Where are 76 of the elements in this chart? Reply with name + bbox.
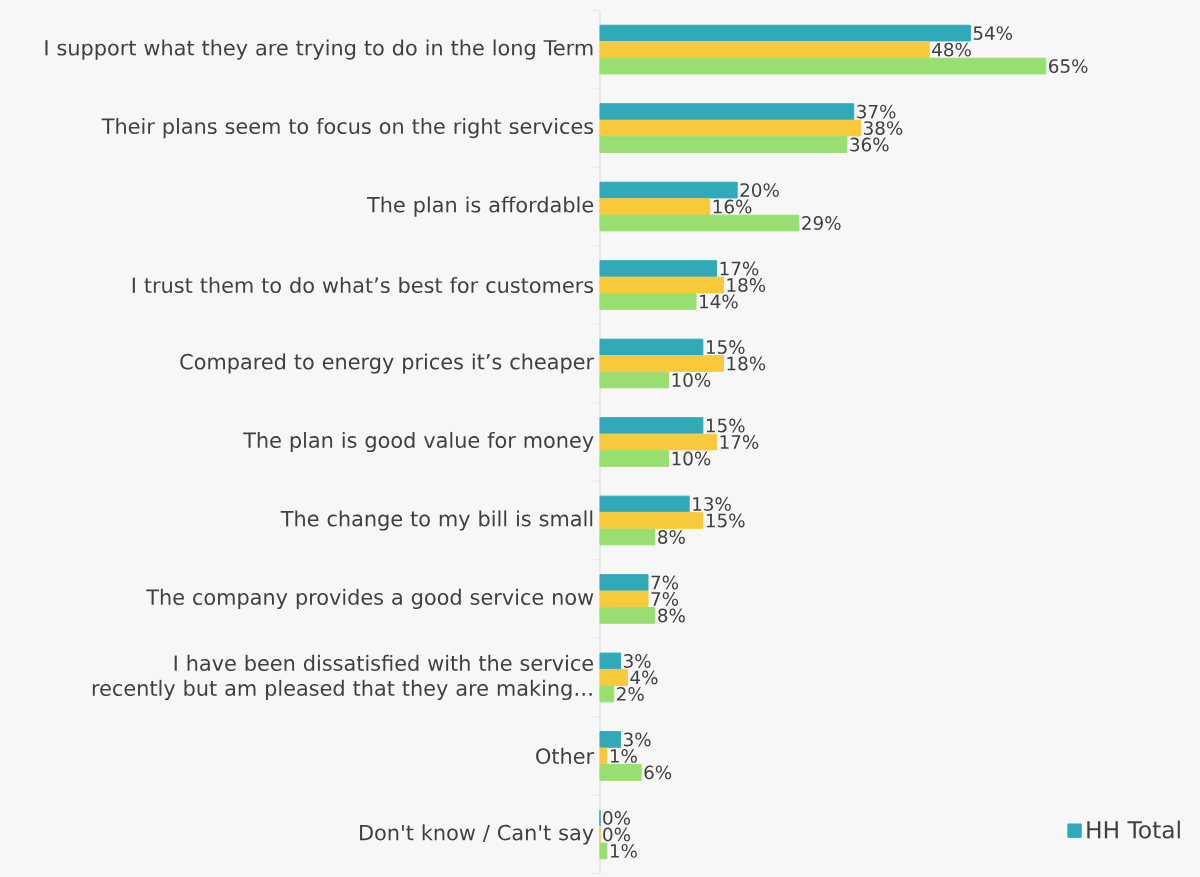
bar <box>599 119 862 137</box>
data-label: 10% <box>672 451 711 466</box>
data-label: 0% <box>603 811 631 825</box>
data-label: 48% <box>932 42 971 57</box>
bar <box>599 731 622 748</box>
bar <box>599 57 1047 75</box>
bar <box>599 198 711 215</box>
bar <box>599 136 848 153</box>
bar <box>599 181 738 199</box>
data-label: 18% <box>727 356 766 371</box>
bar <box>599 685 615 703</box>
bar <box>599 276 724 294</box>
data-label: 0% <box>603 827 631 842</box>
bar <box>599 607 656 624</box>
data-label: 15% <box>706 513 745 528</box>
y-tick-label: Other <box>536 747 595 764</box>
bar <box>599 450 670 467</box>
y-tick-label: I trust them to do what’s best for customers <box>132 276 594 294</box>
y-tick-label: The company provides a good service now <box>146 588 594 610</box>
y-tick-label: The change to my bill is small <box>280 510 593 531</box>
bar <box>599 495 690 513</box>
data-label: 20% <box>740 183 779 197</box>
data-label: 13% <box>693 497 731 511</box>
y-tick-label: I have been dissatisfied with the service recently but am pleased that they are making… <box>92 654 594 701</box>
data-label: 2% <box>617 687 644 701</box>
legend-label: HH Total <box>1087 820 1180 839</box>
data-label: 1% <box>610 843 637 858</box>
data-label: 17% <box>720 261 759 276</box>
bar <box>599 512 704 529</box>
y-tick-label: Compared to energy prices it’s cheaper <box>180 353 595 374</box>
data-label: 4% <box>630 670 658 685</box>
bar <box>599 355 724 372</box>
bar <box>599 24 971 42</box>
data-label: 10% <box>672 373 711 387</box>
data-label: 37% <box>857 104 896 119</box>
data-label: 54% <box>973 26 1013 41</box>
bar <box>599 669 628 686</box>
data-label: 29% <box>802 216 841 230</box>
y-tick-label: The plan is affordable <box>366 196 594 217</box>
data-label: 15% <box>706 340 745 354</box>
y-tick-label: Don't know / Can't say <box>360 824 594 845</box>
bar <box>599 41 930 58</box>
data-label: 65% <box>1049 59 1088 73</box>
y-tick-label: The plan is good value for money <box>243 431 594 453</box>
data-label: 16% <box>713 199 752 214</box>
bar <box>599 747 608 765</box>
bar <box>599 842 608 860</box>
data-label: 36% <box>850 137 889 152</box>
data-label: 1% <box>610 749 637 763</box>
data-label: 18% <box>727 278 766 292</box>
bar <box>599 652 622 670</box>
bar <box>599 433 718 451</box>
y-tick-label: Their plans seem to focus on the right services <box>101 117 594 139</box>
bar <box>599 590 649 608</box>
data-label: 7% <box>651 575 679 590</box>
data-label: 15% <box>706 418 745 433</box>
bar <box>599 260 718 277</box>
bar <box>599 103 855 120</box>
data-label: 3% <box>623 654 651 668</box>
data-label: 38% <box>863 121 903 135</box>
data-label: 17% <box>720 435 759 449</box>
bar <box>599 214 800 232</box>
bar <box>599 574 649 591</box>
y-tick-label: I support what they are trying to do in the long Term <box>45 39 593 60</box>
bar <box>599 764 642 781</box>
data-label: 8% <box>658 530 685 544</box>
data-label: 8% <box>658 608 685 623</box>
data-label: 3% <box>623 732 651 747</box>
bar <box>599 293 697 310</box>
data-label: 14% <box>700 294 738 309</box>
bar <box>599 417 704 434</box>
data-label: 7% <box>651 592 679 606</box>
bar <box>599 338 704 356</box>
data-label: 6% <box>644 765 672 780</box>
bar <box>599 371 670 389</box>
bar <box>599 528 656 546</box>
